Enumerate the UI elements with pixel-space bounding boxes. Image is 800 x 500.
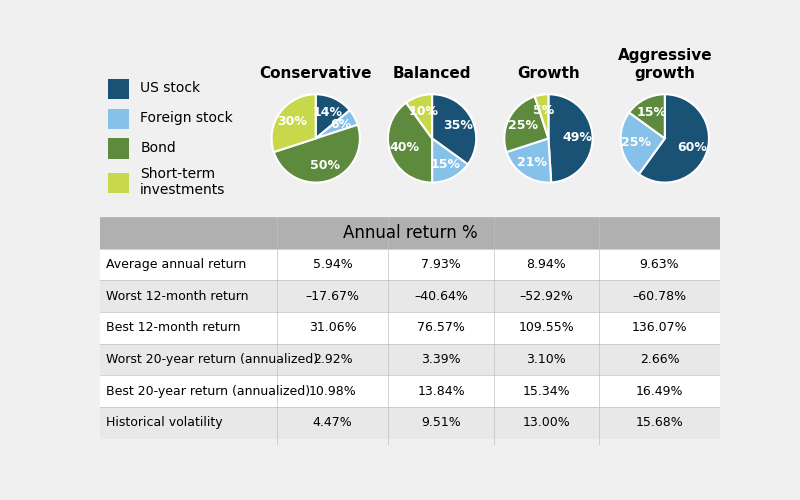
Title: Growth: Growth [517,66,580,80]
Bar [100,407,720,438]
Wedge shape [639,94,709,182]
Title: Conservative: Conservative [259,66,372,80]
Text: Worst 20-year return (annualized): Worst 20-year return (annualized) [106,353,318,366]
Text: Bond: Bond [140,141,176,155]
Text: Best 20-year return (annualized): Best 20-year return (annualized) [106,384,310,398]
Text: 6%: 6% [330,118,351,131]
Text: 3.39%: 3.39% [421,353,461,366]
Text: Historical volatility: Historical volatility [106,416,223,430]
Text: 15.34%: 15.34% [522,384,570,398]
Text: 3.10%: 3.10% [526,353,566,366]
Text: 21%: 21% [518,156,547,168]
Text: –52.92%: –52.92% [519,290,574,302]
Text: 13.00%: 13.00% [522,416,570,430]
Text: 9.51%: 9.51% [421,416,461,430]
Text: 109.55%: 109.55% [518,322,574,334]
Bar [108,138,130,159]
Text: 5.94%: 5.94% [313,258,352,271]
Wedge shape [388,102,432,182]
Text: 25%: 25% [622,136,651,149]
Bar [100,280,720,312]
Wedge shape [432,138,468,182]
Wedge shape [549,94,593,182]
Text: 15%: 15% [637,106,666,120]
Text: 8.94%: 8.94% [526,258,566,271]
Text: Worst 12-month return: Worst 12-month return [106,290,249,302]
Text: 40%: 40% [390,141,420,154]
Text: 2.66%: 2.66% [640,353,679,366]
Text: –17.67%: –17.67% [306,290,359,302]
Wedge shape [504,96,549,152]
Text: 25%: 25% [508,119,538,132]
Wedge shape [534,94,549,138]
Text: Average annual return: Average annual return [106,258,246,271]
Bar [108,173,130,194]
Text: 4.47%: 4.47% [313,416,352,430]
Wedge shape [316,110,358,138]
Text: 10%: 10% [408,104,438,118]
Text: 13.84%: 13.84% [417,384,465,398]
Text: Annual return %: Annual return % [342,224,478,242]
Bar [100,312,720,344]
Text: 30%: 30% [278,115,307,128]
Wedge shape [316,94,350,138]
Text: 16.49%: 16.49% [636,384,683,398]
Wedge shape [406,94,432,138]
Title: Balanced: Balanced [393,66,471,80]
Text: 14%: 14% [313,106,343,119]
Bar [100,376,720,407]
Text: 15%: 15% [430,158,460,170]
Wedge shape [274,125,360,182]
Text: –40.64%: –40.64% [414,290,468,302]
Text: Foreign stock: Foreign stock [140,111,233,125]
Text: 35%: 35% [442,119,473,132]
Text: 76.57%: 76.57% [417,322,465,334]
Text: 15.68%: 15.68% [636,416,683,430]
Wedge shape [506,138,551,182]
Text: 49%: 49% [562,131,592,144]
Text: 5%: 5% [534,104,554,117]
Wedge shape [629,94,665,138]
Text: 7.93%: 7.93% [421,258,461,271]
Text: Best 12-month return: Best 12-month return [106,322,241,334]
Wedge shape [271,94,316,152]
Text: US stock: US stock [140,81,200,95]
Text: 60%: 60% [677,141,707,154]
Text: 9.63%: 9.63% [640,258,679,271]
Text: 2.92%: 2.92% [313,353,352,366]
Text: –60.78%: –60.78% [633,290,686,302]
Title: Aggressive
growth: Aggressive growth [618,48,712,80]
Bar [108,108,130,129]
Bar [100,344,720,376]
Wedge shape [432,94,476,164]
Bar [100,217,720,248]
Bar [100,248,720,280]
Text: 136.07%: 136.07% [632,322,687,334]
Text: Short-term
investments: Short-term investments [140,167,226,198]
Text: 31.06%: 31.06% [309,322,356,334]
Bar [108,79,130,99]
Text: 50%: 50% [310,159,339,172]
Wedge shape [621,112,665,174]
Text: 10.98%: 10.98% [309,384,356,398]
